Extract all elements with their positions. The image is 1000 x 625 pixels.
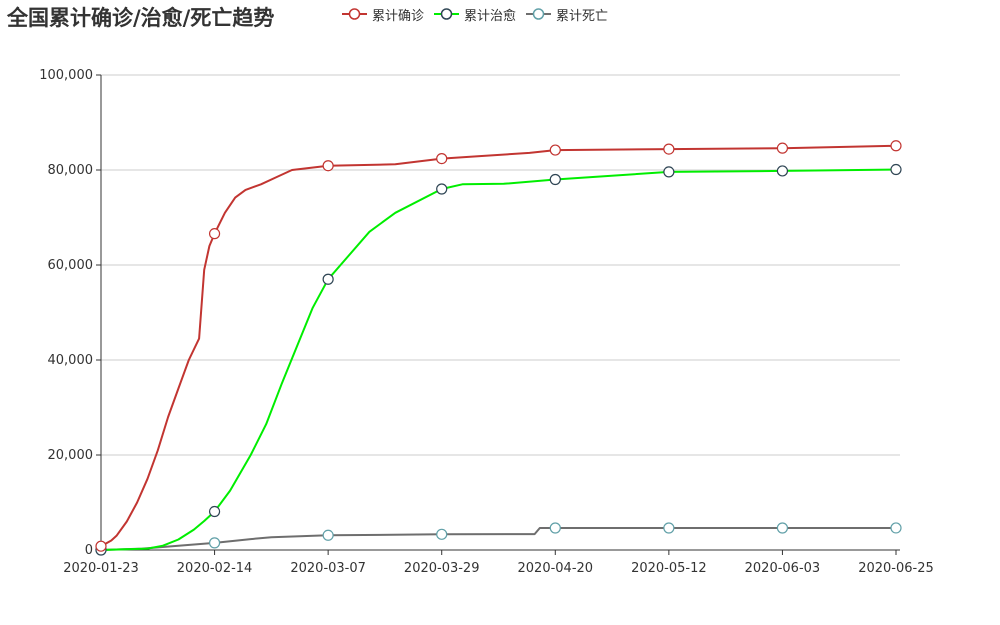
x-tick-label: 2020-02-14 bbox=[177, 561, 253, 576]
y-tick-label: 60,000 bbox=[48, 258, 94, 273]
axes: 0 20,000 40,000 60,000 80,000 100,000 2020-01-… bbox=[39, 68, 934, 576]
y-tick-label: 0 bbox=[85, 543, 93, 558]
data-point-confirmed[interactable] bbox=[95, 540, 107, 552]
data-point-cured[interactable] bbox=[208, 505, 221, 518]
data-point-deaths[interactable] bbox=[890, 522, 902, 534]
data-point-confirmed[interactable] bbox=[890, 140, 902, 152]
legend-label-cured: 累计治愈 bbox=[464, 8, 517, 24]
y-tick-label: 100,000 bbox=[39, 68, 93, 83]
series-markers bbox=[95, 140, 902, 556]
data-point-cured[interactable] bbox=[890, 163, 902, 176]
x-tick-label: 2020-01-23 bbox=[63, 561, 139, 576]
x-tick-label: 2020-03-07 bbox=[290, 561, 366, 576]
chart-title: 全国累计确诊/治愈/死亡趋势 bbox=[7, 6, 275, 30]
data-point-deaths[interactable] bbox=[549, 522, 561, 534]
legend-label-deaths: 累计死亡 bbox=[556, 8, 609, 24]
data-point-deaths[interactable] bbox=[663, 522, 675, 534]
y-tick-label: 40,000 bbox=[48, 353, 94, 368]
y-tick-label: 20,000 bbox=[48, 448, 94, 463]
data-point-confirmed[interactable] bbox=[436, 153, 448, 165]
legend-swatch-cured bbox=[434, 8, 460, 20]
series-lines bbox=[100, 144, 897, 551]
chart-legend: 累计确诊 累计治愈 累计死亡 bbox=[342, 3, 618, 25]
data-point-cured[interactable] bbox=[322, 273, 334, 285]
x-tick-label: 2020-04-20 bbox=[518, 561, 594, 576]
data-point-deaths[interactable] bbox=[776, 522, 789, 534]
data-point-deaths[interactable] bbox=[436, 528, 448, 540]
data-point-deaths[interactable] bbox=[208, 537, 221, 549]
data-point-confirmed[interactable] bbox=[663, 143, 675, 155]
data-point-confirmed[interactable] bbox=[549, 144, 561, 156]
series-line-cured bbox=[100, 168, 897, 551]
x-tick-label: 2020-05-12 bbox=[631, 561, 707, 576]
series-line-deaths bbox=[100, 527, 896, 551]
y-tick-label: 80,000 bbox=[48, 163, 94, 178]
legend-item-confirmed[interactable]: 累计确诊 bbox=[342, 5, 424, 24]
legend-item-cured[interactable]: 累计治愈 bbox=[434, 5, 516, 24]
x-tick-label: 2020-06-03 bbox=[745, 561, 821, 576]
x-tick-label: 2020-06-25 bbox=[858, 561, 934, 576]
data-point-cured[interactable] bbox=[663, 166, 675, 178]
series-line-confirmed bbox=[100, 144, 897, 548]
legend-swatch-deaths bbox=[526, 8, 552, 20]
x-tick-label: 2020-03-29 bbox=[404, 561, 480, 576]
legend-swatch-confirmed bbox=[342, 8, 367, 20]
data-point-confirmed[interactable] bbox=[776, 142, 789, 154]
data-point-cured[interactable] bbox=[549, 173, 561, 186]
data-point-cured[interactable] bbox=[436, 183, 448, 195]
legend-item-deaths[interactable]: 累计死亡 bbox=[526, 5, 608, 24]
data-point-cured[interactable] bbox=[776, 165, 789, 177]
data-point-deaths[interactable] bbox=[322, 529, 334, 541]
data-point-confirmed[interactable] bbox=[322, 160, 334, 172]
legend-label-confirmed: 累计确诊 bbox=[372, 8, 425, 24]
grid-lines bbox=[101, 74, 900, 456]
data-point-confirmed[interactable] bbox=[208, 228, 221, 240]
